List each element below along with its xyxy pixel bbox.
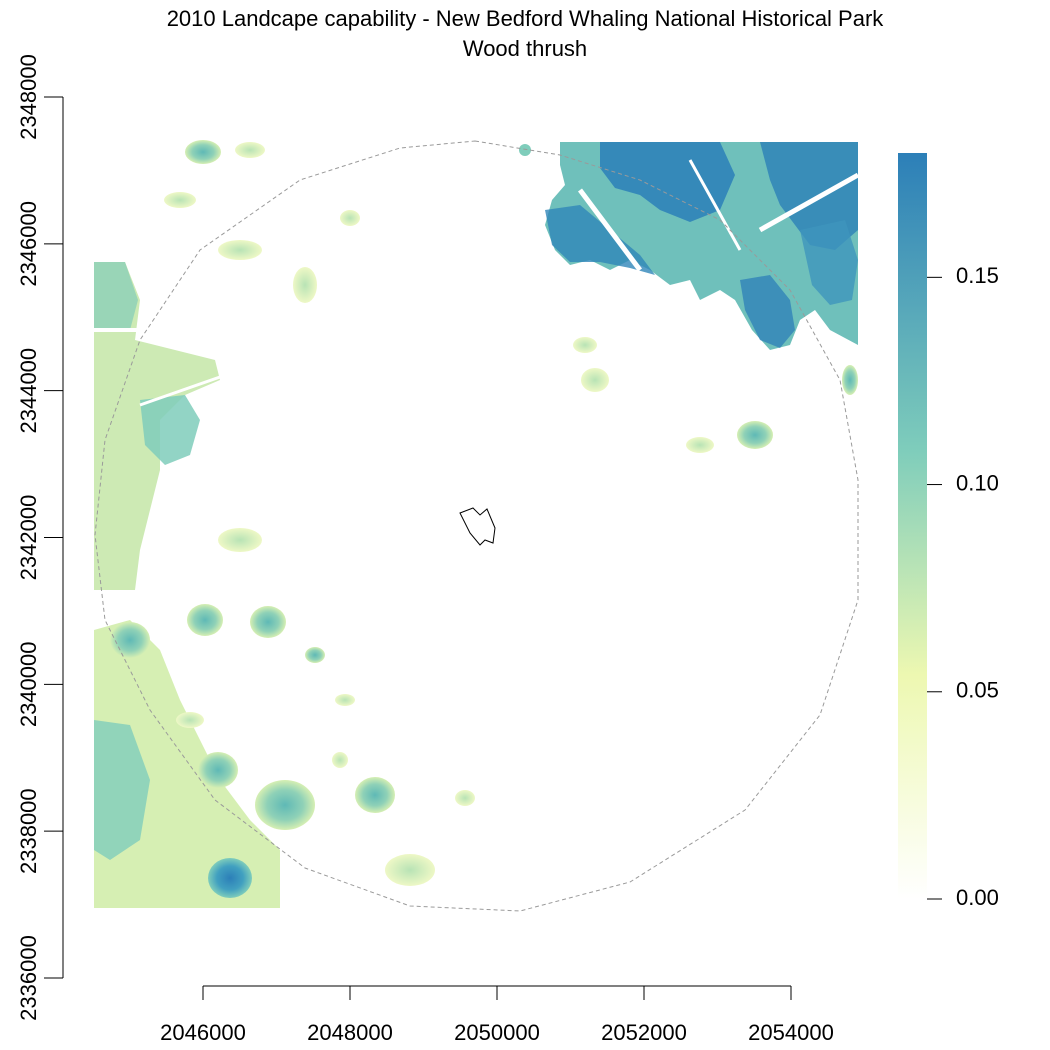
raster-patch xyxy=(250,606,286,638)
raster-road-west-2 xyxy=(139,368,241,407)
y-tick-label: 2336000 xyxy=(16,935,41,1021)
raster-patch xyxy=(385,854,435,886)
raster-patch xyxy=(110,622,150,658)
raster-patch xyxy=(355,777,395,813)
raster-patch xyxy=(305,647,325,663)
x-tick-label: 2048000 xyxy=(307,1020,393,1045)
raster-patch-ne-core5 xyxy=(800,220,858,305)
legend-tick-label: 0.00 xyxy=(956,885,999,910)
legend-tick-label: 0.15 xyxy=(956,263,999,288)
raster-road-ne-1 xyxy=(578,188,642,272)
buffer-boundary xyxy=(94,140,859,912)
raster-patch xyxy=(842,365,858,395)
y-tick-label: 2342000 xyxy=(16,495,41,581)
raster-patch xyxy=(737,421,773,449)
y-tick-label: 2340000 xyxy=(16,642,41,728)
y-tick-label: 2338000 xyxy=(16,788,41,874)
raster-patch xyxy=(198,752,238,788)
raster-patch xyxy=(187,604,223,636)
raster-patch xyxy=(293,267,317,303)
raster-patch xyxy=(455,790,475,806)
axes: 2336000 2338000 2340000 2342000 2344000 23460… xyxy=(16,54,834,1045)
raster-patch-ne-core4 xyxy=(740,275,795,348)
legend: 0.00 0.05 0.10 0.15 xyxy=(898,153,999,910)
x-tick-label: 2052000 xyxy=(601,1020,687,1045)
y-tick-label: 2348000 xyxy=(16,54,41,140)
raster-patch-ne-core1 xyxy=(600,142,735,222)
x-tick-label: 2050000 xyxy=(454,1020,540,1045)
map-subtitle: Wood thrush xyxy=(462,36,588,61)
raster-road-ne-3 xyxy=(688,159,742,251)
raster-patch xyxy=(332,752,348,768)
park-boundary xyxy=(459,507,496,546)
raster-patch xyxy=(218,528,262,552)
x-tick-label: 2046000 xyxy=(160,1020,246,1045)
raster-road-ne-2 xyxy=(758,172,860,233)
raster-patch xyxy=(573,337,597,353)
raster-patch xyxy=(255,780,315,830)
raster-patch-west-core1 xyxy=(94,262,138,330)
raster-patch xyxy=(686,437,714,453)
y-tick-label: 2344000 xyxy=(16,348,41,434)
raster-patch xyxy=(208,858,252,898)
raster-patch xyxy=(335,694,355,706)
legend-tick-label: 0.10 xyxy=(956,470,999,495)
capability-raster xyxy=(94,140,860,908)
raster-patch xyxy=(235,142,265,158)
legend-colorbar xyxy=(898,153,927,899)
x-tick-label: 2054000 xyxy=(748,1020,834,1045)
raster-patch-sw-core1 xyxy=(94,720,150,860)
legend-tick-label: 0.05 xyxy=(956,678,999,703)
map-title: 2010 Landcape capability - New Bedford W… xyxy=(166,6,884,31)
raster-patch xyxy=(519,144,531,156)
raster-patch-west-core2 xyxy=(140,395,200,465)
raster-patch xyxy=(164,192,196,208)
raster-patch xyxy=(185,140,221,164)
raster-patch xyxy=(581,368,609,392)
raster-patch xyxy=(340,210,360,226)
y-tick-label: 2346000 xyxy=(16,201,41,287)
raster-patch xyxy=(176,712,204,728)
raster-patch xyxy=(218,240,262,260)
